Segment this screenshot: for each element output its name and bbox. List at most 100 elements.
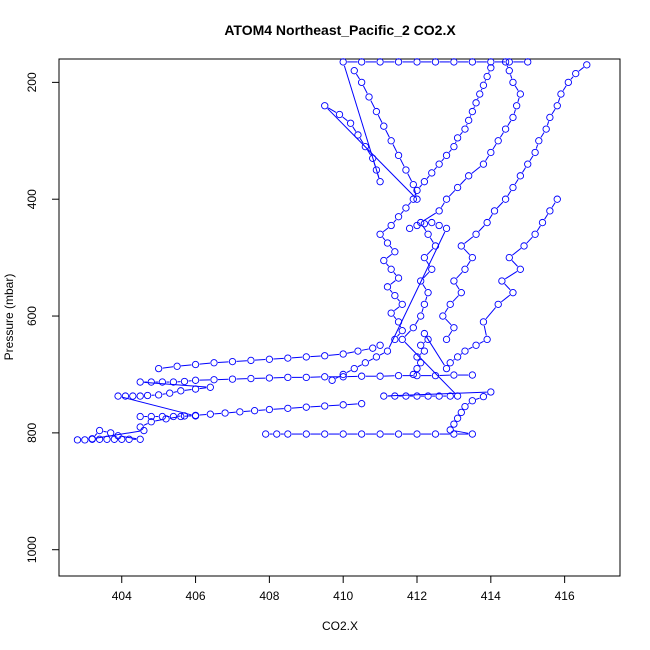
data-point: [114, 392, 122, 400]
data-point: [369, 344, 377, 352]
series-line-segment: [258, 409, 266, 411]
y-tick-label: 400: [25, 189, 39, 209]
data-point: [479, 81, 488, 89]
data-point: [284, 430, 292, 438]
data-point: [542, 125, 550, 133]
x-tick-label: 406: [186, 589, 206, 603]
data-point: [169, 378, 178, 386]
data-point: [376, 372, 384, 380]
data-point: [487, 64, 495, 72]
data-point: [376, 58, 384, 66]
data-point: [557, 90, 565, 98]
series-line-segment: [162, 366, 174, 369]
series-line-segment: [393, 272, 397, 276]
series-line-segment: [426, 248, 434, 256]
series-line-segment: [385, 129, 390, 138]
series-line-segment: [184, 389, 192, 391]
series-line-segment: [488, 71, 490, 74]
data-point: [465, 116, 473, 124]
series-line-segment: [441, 158, 445, 162]
data-point: [442, 364, 451, 373]
data-point: [409, 195, 417, 203]
data-point: [372, 166, 381, 174]
data-point: [413, 58, 421, 66]
x-tick-label: 416: [555, 589, 575, 603]
series-line-segment: [454, 430, 469, 434]
data-point: [468, 430, 477, 438]
x-tick-label: 414: [481, 589, 501, 603]
data-point: [413, 392, 421, 400]
data-point: [461, 265, 469, 273]
data-point: [413, 353, 421, 361]
data-point: [435, 392, 443, 400]
series-line-segment: [466, 260, 471, 267]
data-point: [339, 430, 347, 438]
data-point: [446, 359, 454, 367]
data-point: [95, 426, 104, 435]
data-point: [173, 362, 181, 370]
data-point: [472, 230, 480, 238]
data-point: [509, 183, 517, 192]
data-point: [572, 69, 580, 78]
data-point: [398, 300, 406, 309]
x-axis: 404 406 408 410 412 414 416: [112, 575, 575, 603]
data-point: [369, 154, 377, 162]
series-line-segment: [469, 115, 472, 117]
series-line-segment: [335, 375, 340, 379]
data-point: [461, 347, 469, 355]
series-line-segment: [433, 166, 437, 171]
series-line-segment: [342, 116, 348, 122]
series-line-segment: [425, 296, 428, 301]
data-point: [221, 409, 229, 417]
series-line-segment: [419, 184, 423, 188]
series-line-segment: [361, 348, 369, 351]
series-line-segment: [419, 353, 422, 355]
series-line-segment: [397, 298, 401, 302]
data-point: [405, 224, 414, 233]
data-point: [169, 412, 178, 421]
y-axis-label: Pressure (mbar): [2, 274, 16, 361]
series-line-segment: [389, 289, 393, 293]
data-point: [155, 364, 163, 373]
data-point: [483, 218, 491, 227]
data-point: [350, 364, 358, 373]
series-line-segment: [429, 237, 434, 243]
data-point: [409, 370, 417, 379]
data-point: [546, 207, 554, 215]
series-line-segment: [327, 107, 337, 113]
series-line-segment: [343, 65, 380, 179]
data-point: [501, 195, 510, 203]
series-line-segment: [404, 341, 456, 394]
data-point: [129, 392, 137, 400]
series-line-segment: [535, 144, 539, 149]
data-point: [321, 373, 329, 381]
data-point: [302, 403, 310, 411]
data-point: [147, 418, 155, 426]
data-point: [339, 401, 347, 409]
series-line-segment: [393, 315, 397, 320]
series-line-segment: [217, 361, 229, 364]
data-point: [394, 274, 403, 282]
data-point: [273, 430, 281, 438]
data-point: [177, 387, 185, 395]
data-point: [140, 426, 148, 435]
data-point: [110, 435, 119, 443]
data-point: [420, 220, 429, 228]
data-point: [73, 436, 82, 444]
data-point: [402, 204, 410, 212]
data-point: [494, 300, 502, 309]
series-line-segment: [540, 132, 545, 138]
data-point: [413, 221, 421, 230]
series-line-segment: [387, 391, 487, 397]
series-line-segment: [254, 359, 266, 361]
data-point: [513, 102, 521, 110]
series-line-segment: [455, 141, 457, 144]
series-line-segment: [214, 412, 222, 415]
data-point: [424, 392, 432, 400]
data-point: [236, 408, 244, 416]
data-point: [136, 392, 144, 400]
series-line-segment: [426, 175, 430, 179]
data-point: [321, 430, 329, 438]
data-point: [191, 360, 200, 369]
data-point: [505, 67, 513, 75]
